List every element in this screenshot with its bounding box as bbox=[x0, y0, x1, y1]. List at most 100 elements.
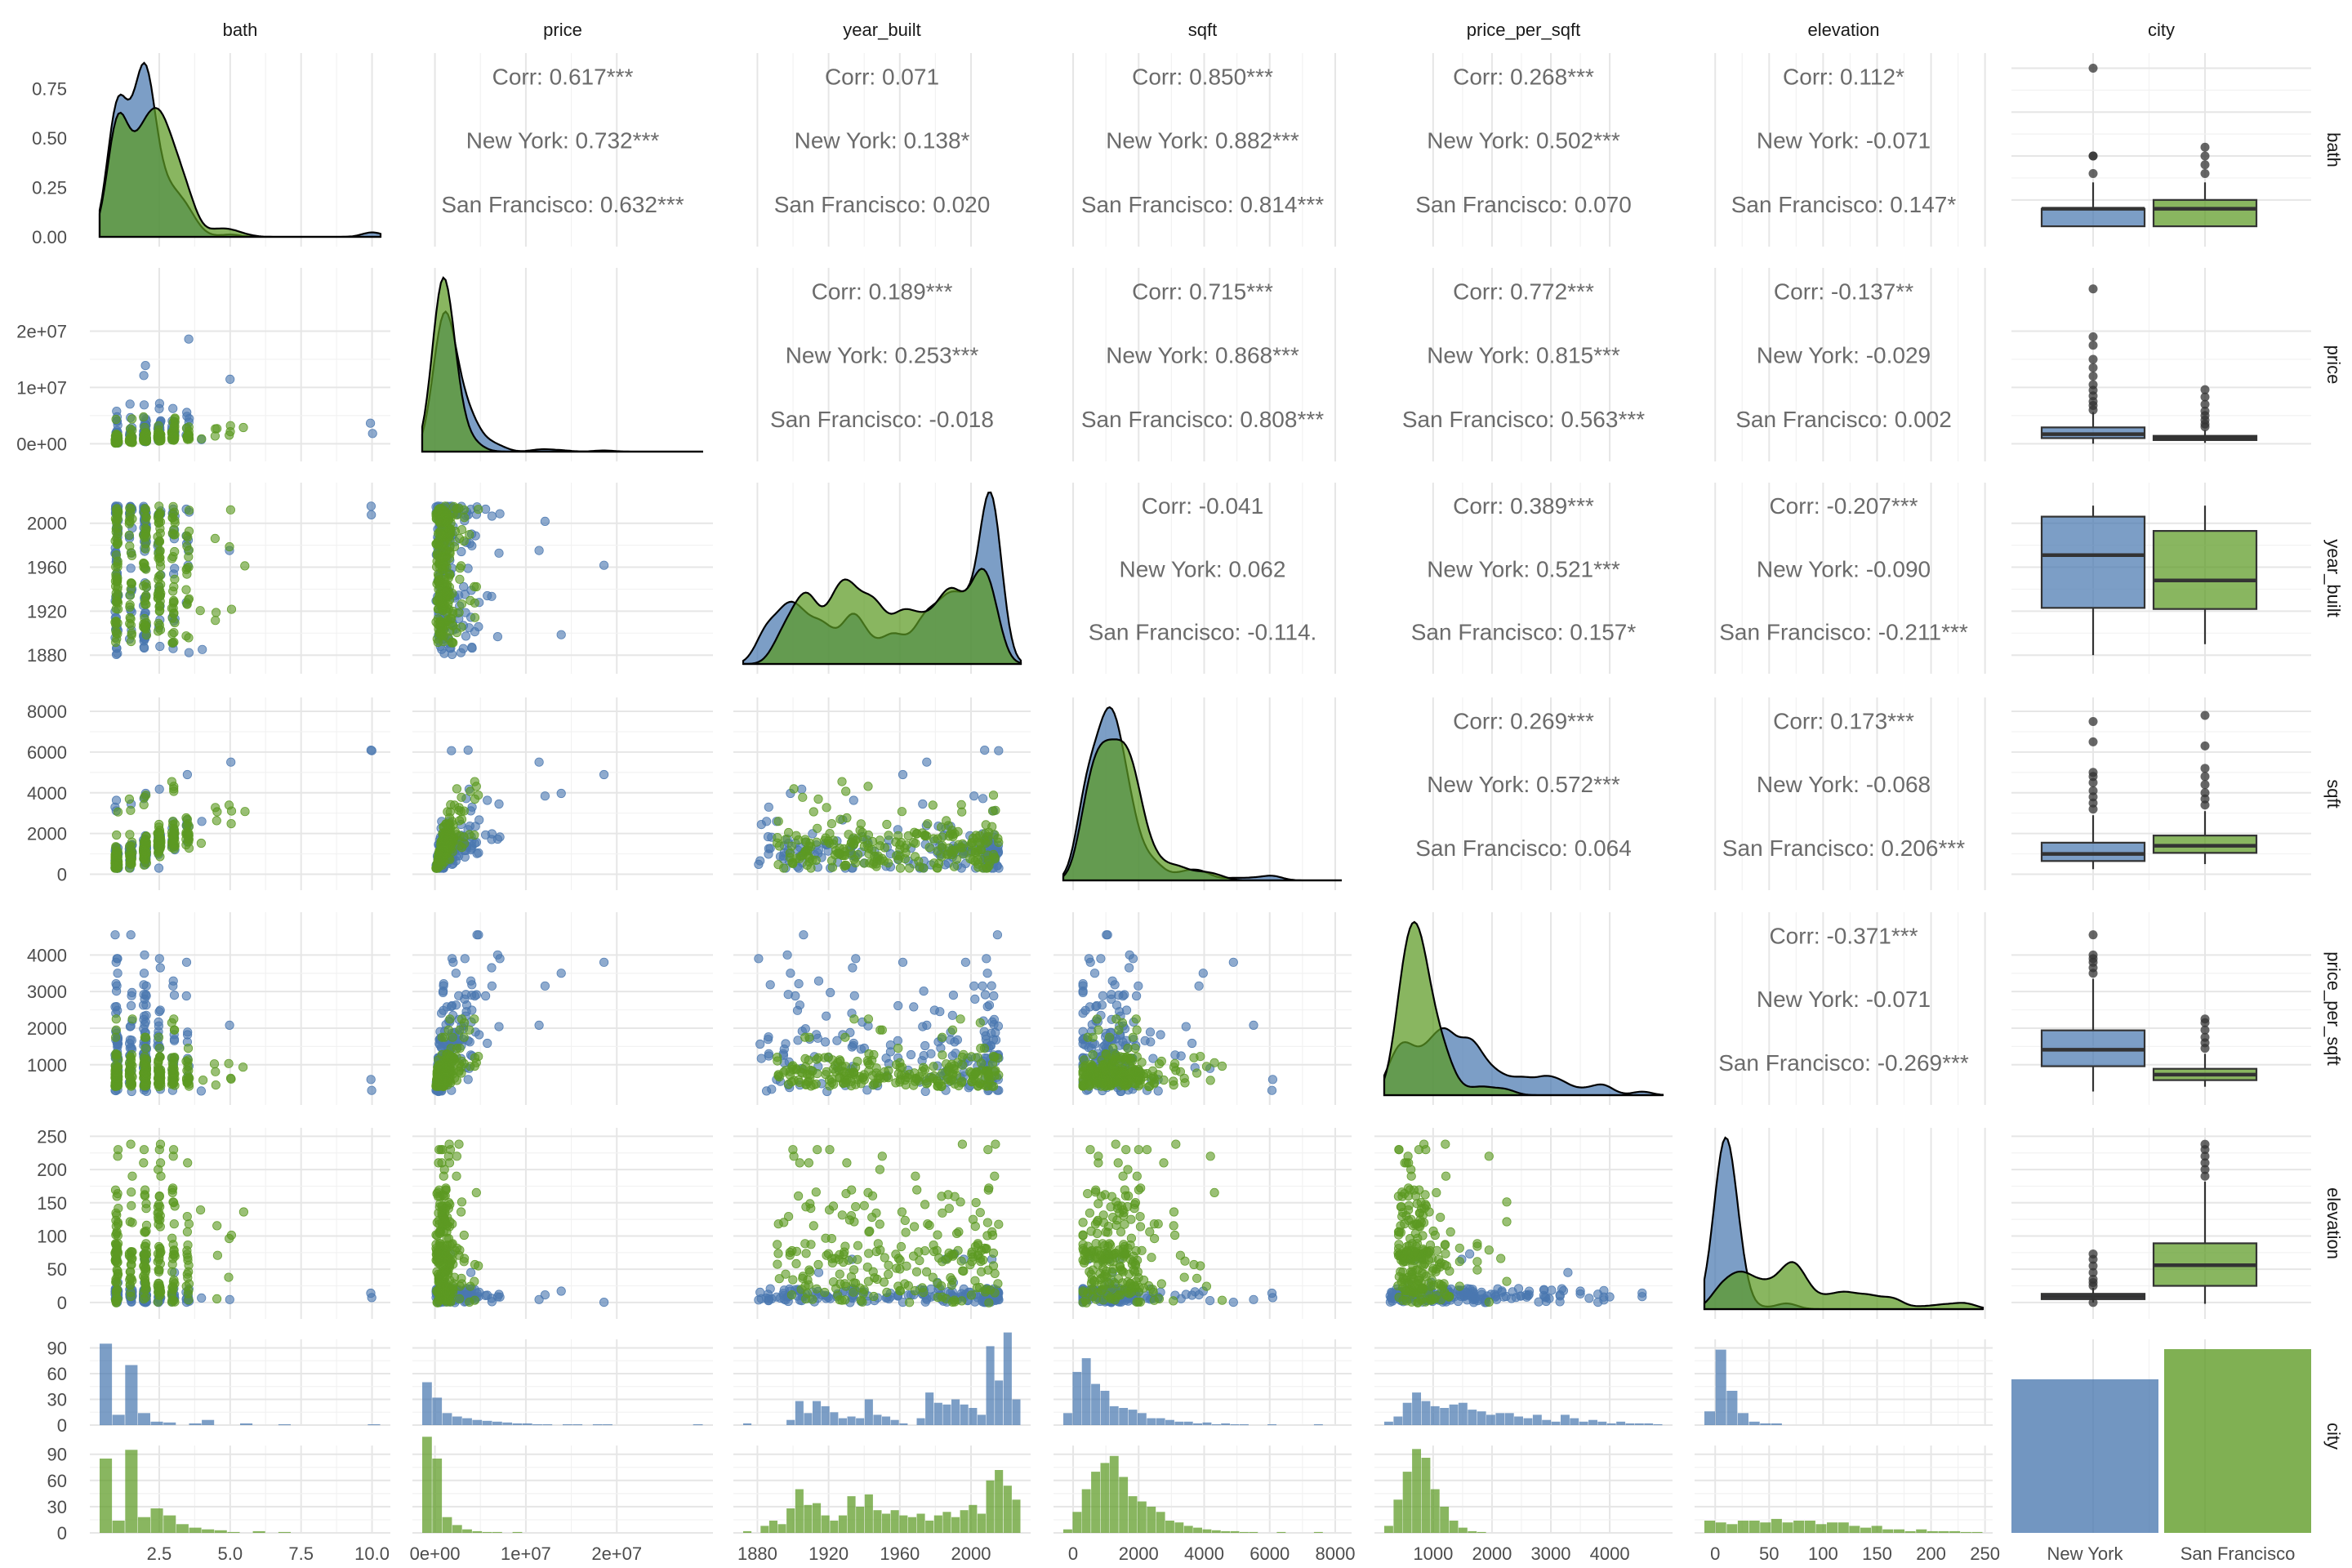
point-san-francisco bbox=[944, 831, 954, 841]
point-san-francisco bbox=[806, 863, 816, 873]
point-san-francisco bbox=[970, 1076, 981, 1086]
point-san-francisco bbox=[154, 1192, 164, 1201]
point-new-york bbox=[139, 1014, 149, 1024]
point-new-york bbox=[457, 546, 466, 557]
point-new-york bbox=[898, 769, 908, 780]
point-new-york bbox=[125, 399, 135, 409]
point-new-york bbox=[366, 501, 376, 511]
point-new-york bbox=[196, 1086, 206, 1096]
point-san-francisco bbox=[445, 548, 455, 559]
point-san-francisco bbox=[168, 1277, 178, 1287]
point-san-francisco bbox=[841, 786, 851, 796]
point-san-francisco bbox=[183, 1044, 194, 1054]
point-san-francisco bbox=[124, 1066, 134, 1076]
point-san-francisco bbox=[804, 1076, 814, 1086]
point-san-francisco bbox=[448, 608, 458, 619]
point-new-york bbox=[447, 746, 457, 755]
strip-right-city: city bbox=[2323, 1423, 2344, 1450]
point-san-francisco bbox=[452, 1171, 461, 1181]
ytick-density: 0.00 bbox=[32, 227, 67, 247]
point-san-francisco bbox=[800, 1032, 810, 1042]
point-new-york bbox=[851, 954, 861, 964]
point-new-york bbox=[492, 950, 503, 960]
point-new-york bbox=[786, 969, 795, 978]
ytick-price: 1e+07 bbox=[16, 377, 67, 398]
point-new-york bbox=[761, 1086, 772, 1096]
point-san-francisco bbox=[470, 794, 480, 804]
point-san-francisco bbox=[1088, 1049, 1098, 1060]
point-new-york bbox=[599, 957, 609, 967]
point-san-francisco bbox=[126, 805, 136, 815]
xtick-elevation: 150 bbox=[1862, 1544, 1892, 1564]
ytick-sqft: 2000 bbox=[27, 824, 67, 844]
point-san-francisco bbox=[459, 806, 469, 816]
point-san-francisco bbox=[1131, 1014, 1141, 1024]
point-san-francisco bbox=[849, 1014, 859, 1024]
scatter-elevation-vs-price bbox=[431, 1139, 609, 1307]
point-san-francisco bbox=[111, 597, 121, 607]
xtick-year_built: 1920 bbox=[808, 1544, 849, 1564]
point-san-francisco bbox=[154, 618, 163, 628]
point-new-york bbox=[1098, 991, 1108, 1000]
point-san-francisco bbox=[844, 830, 853, 840]
point-san-francisco bbox=[126, 620, 136, 630]
point-san-francisco bbox=[127, 1218, 137, 1227]
point-new-york bbox=[922, 1020, 932, 1031]
point-san-francisco bbox=[459, 513, 470, 523]
point-new-york bbox=[472, 930, 482, 940]
point-san-francisco bbox=[1104, 1032, 1115, 1042]
point-new-york bbox=[969, 981, 979, 991]
point-san-francisco bbox=[474, 505, 483, 514]
point-san-francisco bbox=[882, 819, 892, 830]
point-san-francisco bbox=[127, 550, 137, 561]
point-san-francisco bbox=[140, 504, 150, 514]
point-new-york bbox=[764, 1051, 773, 1061]
point-san-francisco bbox=[835, 814, 845, 824]
point-new-york bbox=[447, 649, 457, 660]
point-san-francisco bbox=[459, 1032, 469, 1042]
point-new-york bbox=[154, 784, 164, 794]
scatter-year_built-vs-price bbox=[431, 501, 609, 660]
point-new-york bbox=[113, 969, 122, 978]
point-new-york bbox=[920, 1086, 930, 1097]
point-new-york bbox=[765, 980, 775, 990]
point-new-york bbox=[139, 400, 149, 410]
point-san-francisco bbox=[435, 515, 445, 526]
point-san-francisco bbox=[127, 1075, 136, 1085]
point-new-york bbox=[460, 954, 470, 964]
point-new-york bbox=[947, 1010, 957, 1020]
point-san-francisco bbox=[182, 1212, 192, 1222]
xtick-city: New York bbox=[2047, 1544, 2124, 1564]
point-san-francisco bbox=[111, 414, 121, 425]
point-san-francisco bbox=[445, 807, 455, 817]
point-san-francisco bbox=[167, 432, 177, 442]
point-new-york bbox=[920, 1040, 930, 1051]
point-san-francisco bbox=[126, 1139, 136, 1149]
xtick-city: San Francisco bbox=[2180, 1544, 2296, 1564]
ytick-elevation: 50 bbox=[47, 1259, 67, 1280]
strip-top-sqft: sqft bbox=[1188, 20, 1217, 40]
point-new-york bbox=[125, 1039, 135, 1049]
point-new-york bbox=[483, 1038, 492, 1049]
point-san-francisco bbox=[813, 1053, 823, 1062]
point-new-york bbox=[755, 856, 765, 866]
point-new-york bbox=[487, 963, 497, 973]
point-new-york bbox=[168, 976, 178, 986]
point-san-francisco bbox=[972, 833, 982, 843]
point-new-york bbox=[461, 990, 471, 1000]
point-san-francisco bbox=[826, 818, 837, 829]
ytick-density: 0.25 bbox=[32, 177, 67, 198]
point-san-francisco bbox=[225, 421, 235, 430]
xtick-sqft: 0 bbox=[1068, 1544, 1078, 1564]
scatter-year_built-vs-bath bbox=[110, 501, 376, 660]
point-san-francisco bbox=[440, 1072, 450, 1083]
point-san-francisco bbox=[1136, 1076, 1146, 1085]
point-new-york bbox=[436, 1009, 447, 1018]
point-san-francisco bbox=[924, 843, 934, 853]
point-new-york bbox=[368, 429, 377, 439]
point-san-francisco bbox=[110, 1185, 121, 1195]
ytick-elevation: 0 bbox=[57, 1293, 67, 1313]
point-san-francisco bbox=[808, 855, 817, 865]
point-san-francisco bbox=[140, 1185, 150, 1195]
point-new-york bbox=[960, 957, 971, 967]
